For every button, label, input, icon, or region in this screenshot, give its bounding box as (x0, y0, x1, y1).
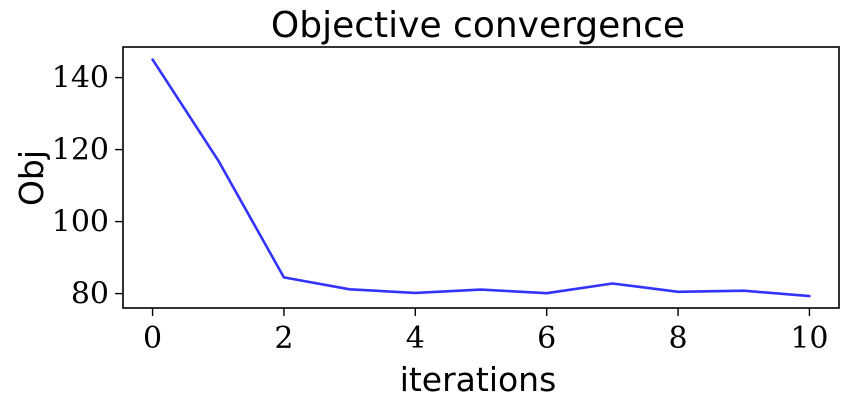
y-tick-label: 100 (52, 205, 109, 240)
x-axis-label: iterations (400, 360, 557, 399)
x-tick-label: 6 (537, 321, 556, 356)
x-axis-ticks: 0 2 4 6 8 10 (143, 308, 829, 356)
x-tick-label: 4 (406, 321, 425, 356)
y-tick-label: 80 (71, 277, 109, 312)
y-axis-ticks: 80 100 120 140 (52, 61, 123, 312)
y-axis-label: Obj (12, 150, 51, 206)
y-tick-label: 120 (52, 133, 109, 168)
y-tick-label: 140 (52, 61, 109, 96)
chart-title: Objective convergence (271, 5, 685, 46)
x-tick-label: 8 (669, 321, 688, 356)
series-line-0 (151, 58, 811, 298)
series-layer (151, 58, 811, 298)
x-tick-label: 10 (790, 321, 828, 356)
plot-frame (122, 46, 840, 309)
x-tick-label: 0 (143, 321, 162, 356)
x-tick-label: 2 (274, 321, 293, 356)
